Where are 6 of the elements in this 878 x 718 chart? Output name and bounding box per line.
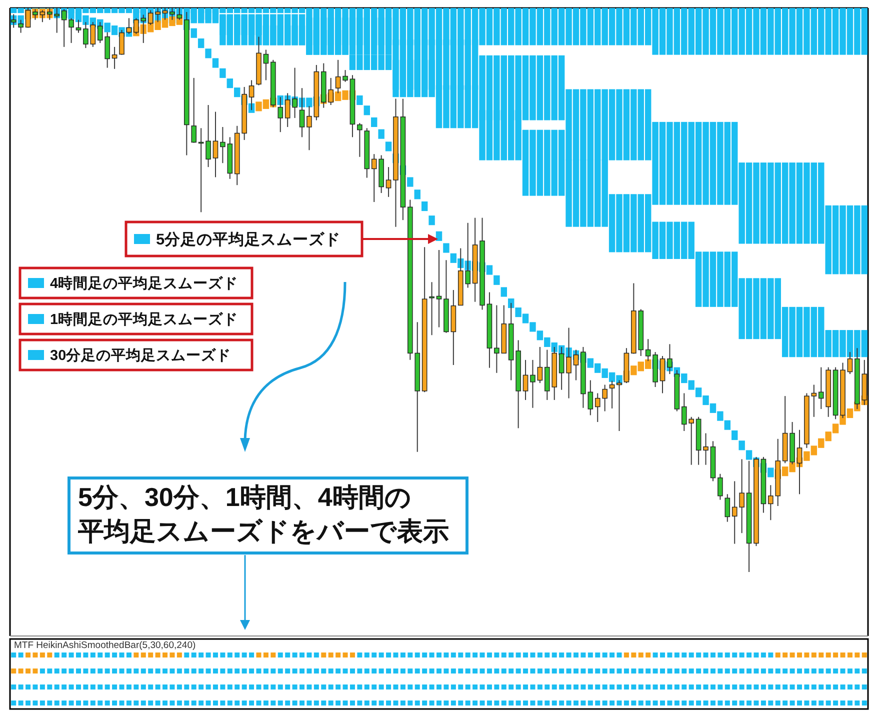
- legend-label: 30分足の平均足スムーズド: [50, 347, 232, 364]
- text: MTF HeikinAshiSmoothedBar(5,30,60,240): [14, 640, 196, 651]
- annotation: 5分、30分、1時間、4時間の平均足スムーズドをバーで表示: [77, 482, 449, 546]
- legend-label: 4時間足の平均足スムーズド: [50, 275, 238, 292]
- legend-label: 5分足の平均足スムーズド: [156, 230, 341, 249]
- legend-label: 1時間足の平均足スムーズド: [50, 311, 238, 328]
